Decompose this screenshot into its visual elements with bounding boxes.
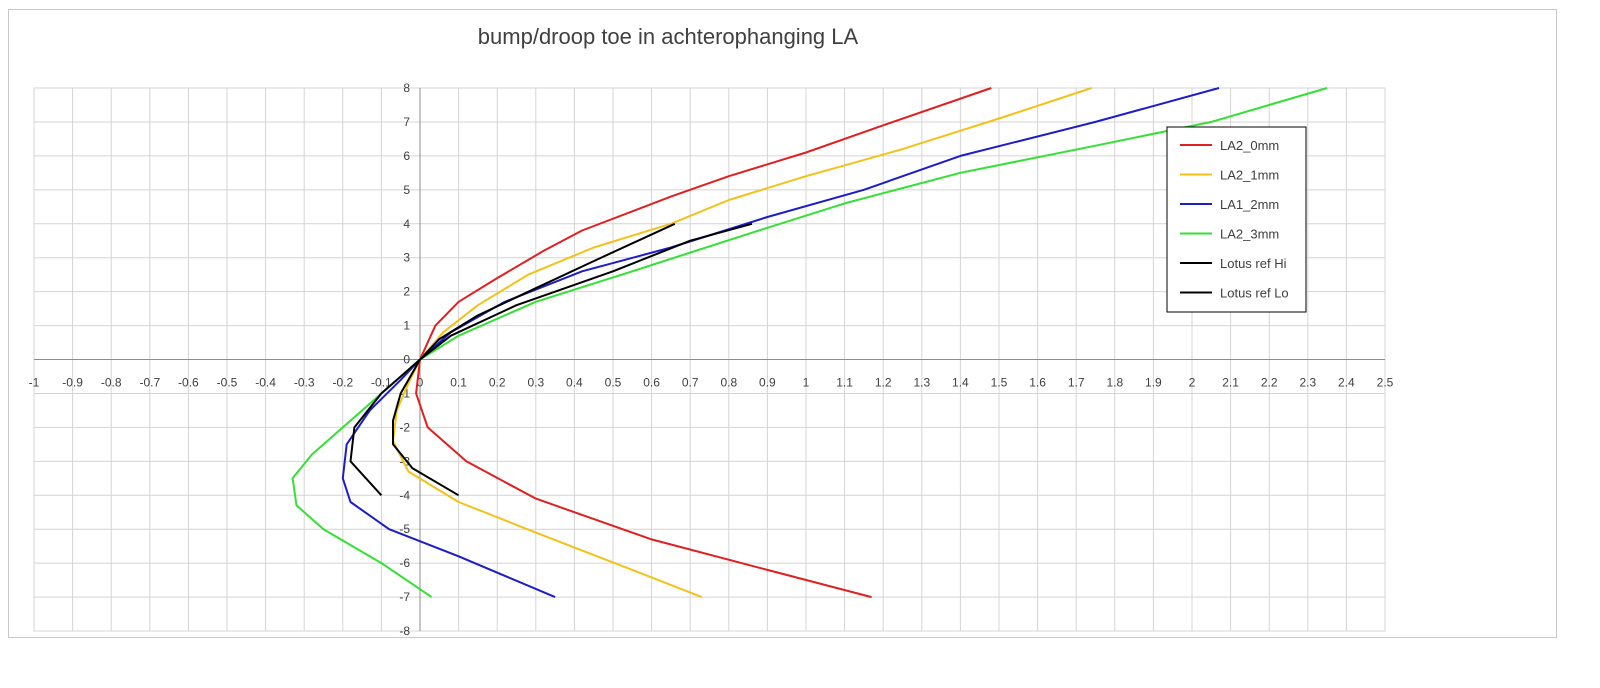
x-tick-label: 0.2 <box>489 376 506 390</box>
chart-title: bump/droop toe in achterophanging LA <box>477 24 859 49</box>
y-tick-label: -4 <box>399 488 410 502</box>
legend-label: LA2_1mm <box>1220 168 1279 183</box>
x-tick-label: -0.6 <box>178 376 199 390</box>
y-tick-label: 0 <box>403 353 410 367</box>
x-tick-label: -0.2 <box>332 376 353 390</box>
x-tick-label: 1.9 <box>1145 376 1162 390</box>
x-tick-label: 2.5 <box>1377 376 1394 390</box>
y-tick-label: -2 <box>399 420 410 434</box>
legend-label: LA2_0mm <box>1220 138 1279 153</box>
x-tick-label: 1.4 <box>952 376 969 390</box>
x-tick-label: -0.7 <box>139 376 160 390</box>
x-tick-label: 0.8 <box>720 376 737 390</box>
legend-label: LA1_2mm <box>1220 197 1279 212</box>
x-tick-label: 2.3 <box>1299 376 1316 390</box>
y-tick-label: -5 <box>399 522 410 536</box>
y-tick-label: -3 <box>399 454 410 468</box>
x-tick-label: 0.3 <box>527 376 544 390</box>
y-tick-label: 2 <box>403 285 410 299</box>
x-tick-label: 1.2 <box>875 376 892 390</box>
y-tick-label: -6 <box>399 556 410 570</box>
x-tick-label: 1 <box>803 376 810 390</box>
x-tick-label: 1.7 <box>1068 376 1085 390</box>
legend-label: Lotus ref Hi <box>1220 256 1287 271</box>
y-tick-label: 6 <box>403 149 410 163</box>
x-tick-label: -0.1 <box>371 376 392 390</box>
legend-label: Lotus ref Lo <box>1220 286 1289 301</box>
x-tick-label: 2.1 <box>1222 376 1239 390</box>
x-tick-label: 0.1 <box>450 376 467 390</box>
series-line-1 <box>392 87 1092 599</box>
x-tick-label: 1.8 <box>1106 376 1123 390</box>
legend-label: LA2_3mm <box>1220 227 1279 242</box>
x-tick-label: 2.2 <box>1261 376 1278 390</box>
x-tick-label: -0.9 <box>62 376 83 390</box>
y-tick-label: 1 <box>403 319 410 333</box>
x-tick-label: 0.5 <box>605 376 622 390</box>
x-tick-label: -1 <box>29 376 40 390</box>
x-tick-label: -0.3 <box>294 376 315 390</box>
x-tick-label: 0.4 <box>566 376 583 390</box>
series-line-0 <box>415 87 992 599</box>
y-tick-label: 5 <box>403 183 410 197</box>
y-tick-label: -7 <box>399 590 410 604</box>
x-tick-label: -0.4 <box>255 376 276 390</box>
series-line-4 <box>392 222 676 497</box>
x-tick-label: 2 <box>1189 376 1196 390</box>
x-tick-label: 0.7 <box>682 376 699 390</box>
x-tick-label: 2.4 <box>1338 376 1355 390</box>
y-tick-label: 8 <box>403 81 410 95</box>
x-tick-label: 0 <box>417 376 424 390</box>
x-tick-label: -0.8 <box>101 376 122 390</box>
y-tick-label: 3 <box>403 251 410 265</box>
x-tick-label: 0.6 <box>643 376 660 390</box>
x-tick-label: 0.9 <box>759 376 776 390</box>
y-tick-label: 7 <box>403 115 410 129</box>
x-tick-label: 1.1 <box>836 376 853 390</box>
x-tick-label: 1.6 <box>1029 376 1046 390</box>
series-line-5 <box>349 222 753 496</box>
y-tick-label: 4 <box>403 217 410 231</box>
x-tick-label: 1.3 <box>913 376 930 390</box>
y-tick-label: -8 <box>399 624 410 638</box>
chart-frame <box>8 9 1557 638</box>
legend-box <box>1166 126 1307 313</box>
series-line-2 <box>341 87 1220 599</box>
x-tick-label: -0.5 <box>217 376 238 390</box>
x-tick-label: 1.5 <box>991 376 1008 390</box>
